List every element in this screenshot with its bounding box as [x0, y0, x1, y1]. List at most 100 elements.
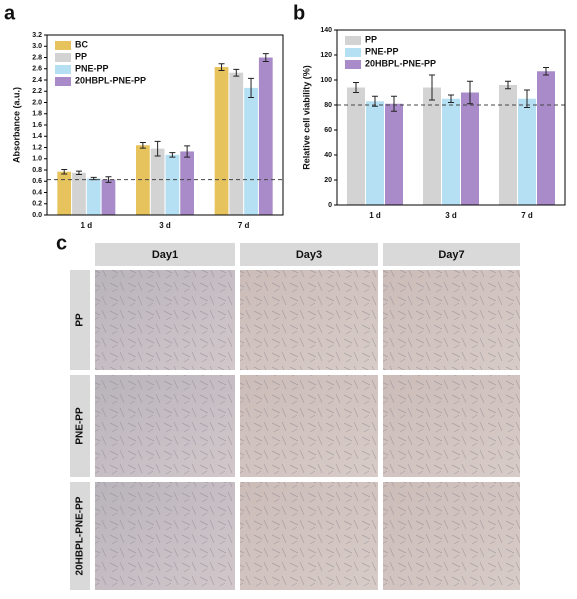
x-tick-label: 7 d	[238, 221, 250, 230]
panel-label: b	[293, 2, 305, 24]
column-header	[383, 243, 520, 266]
legend-swatch	[345, 48, 361, 57]
bar	[499, 85, 517, 205]
y-tick-label: 0.8	[32, 167, 42, 174]
row-header	[70, 375, 90, 477]
y-tick-label: 1.6	[32, 122, 42, 129]
bar	[136, 145, 150, 215]
y-tick-label: 20	[324, 177, 332, 184]
column-header	[95, 243, 235, 266]
plot-frame	[46, 34, 284, 216]
legend-label: BC	[75, 39, 88, 49]
bar	[347, 87, 365, 205]
x-tick-label: 3 d	[159, 221, 171, 230]
legend-label: 20HBPL-PNE-PP	[365, 58, 436, 68]
y-tick-label: 2.8	[32, 54, 42, 61]
bar	[165, 154, 180, 215]
legend-label: PP	[365, 34, 377, 44]
error-bar	[218, 63, 225, 71]
row-label: 20HBPL-PNE-PP	[75, 496, 86, 575]
micrograph-cells	[383, 482, 520, 590]
panel-label: a	[4, 2, 16, 24]
y-tick-label: 120	[320, 52, 332, 59]
error-bar	[184, 145, 191, 158]
error-bar	[391, 95, 397, 112]
bar	[537, 71, 555, 205]
x-tick-label: 1 d	[369, 211, 381, 220]
legend-label: PNE-PP	[75, 63, 109, 73]
y-tick-label: 100	[320, 77, 332, 84]
error-bar	[61, 168, 68, 175]
y-tick-label: 0.0	[32, 212, 42, 219]
error-bar	[448, 94, 454, 103]
legend-label: PP	[75, 51, 87, 61]
error-bar	[262, 53, 269, 62]
y-tick-label: 1.4	[32, 133, 42, 140]
legend-swatch	[55, 41, 71, 50]
y-tick-label: 0.4	[32, 189, 42, 196]
bar	[72, 172, 86, 215]
bar	[180, 151, 194, 215]
row-label: PP	[75, 313, 86, 327]
bar	[150, 148, 165, 215]
y-tick-label: 2.0	[32, 99, 42, 106]
error-bar	[139, 141, 146, 149]
micrograph-cells	[240, 375, 378, 477]
bar	[258, 57, 273, 215]
column-label: Day3	[296, 249, 322, 261]
legend-label: 20HBPL-PNE-PP	[75, 75, 146, 85]
bar	[423, 87, 441, 205]
y-tick-label: 0.2	[32, 201, 42, 208]
y-tick-label: 1.0	[32, 156, 42, 163]
column-header	[240, 243, 378, 266]
plot-frame	[336, 29, 566, 206]
bar	[442, 98, 460, 205]
error-bar	[233, 68, 240, 77]
y-tick-label: 3.2	[32, 32, 42, 39]
legend-swatch	[55, 65, 71, 74]
y-axis-label: Relative cell viability (%)	[301, 65, 311, 170]
row-header	[70, 482, 90, 590]
micrograph-cells	[240, 482, 378, 590]
column-label: Day7	[438, 249, 464, 261]
micrograph-cells	[383, 270, 520, 370]
micrograph-cells	[95, 482, 235, 590]
bar	[244, 87, 258, 215]
bar	[229, 72, 244, 215]
y-tick-label: 1.8	[32, 111, 42, 118]
error-bar	[169, 152, 176, 158]
y-tick-label: 1.2	[32, 144, 42, 151]
column-label: Day1	[152, 249, 178, 261]
y-tick-label: 2.2	[32, 88, 42, 95]
y-tick-label: 3.0	[32, 43, 42, 50]
micrograph-cells	[383, 375, 520, 477]
micrograph-cells	[240, 270, 378, 370]
x-tick-label: 1 d	[81, 221, 93, 230]
bar	[101, 179, 116, 215]
bar	[385, 103, 403, 205]
error-bar	[105, 176, 112, 183]
y-axis-label: Absorbance (a.u.)	[11, 87, 21, 163]
panel-label: c	[56, 232, 67, 254]
y-tick-label: 0.6	[32, 178, 42, 185]
error-bar	[154, 140, 161, 157]
y-tick-label: 40	[324, 152, 332, 159]
legend-label: PNE-PP	[365, 46, 399, 56]
bar	[86, 178, 101, 215]
y-tick-label: 0	[328, 202, 332, 209]
y-tick-label: 2.4	[32, 77, 42, 84]
error-bar	[353, 82, 359, 93]
x-tick-label: 3 d	[445, 211, 457, 220]
y-tick-label: 80	[324, 102, 332, 109]
row-header	[70, 270, 90, 370]
error-bar	[543, 67, 549, 76]
error-bar	[248, 77, 255, 98]
error-bar	[505, 80, 511, 90]
legend-swatch	[345, 36, 361, 45]
legend-swatch	[55, 53, 71, 62]
legend-swatch	[55, 77, 71, 86]
y-tick-label: 60	[324, 127, 332, 134]
micrograph-cells	[95, 375, 235, 477]
micrograph-cells	[95, 270, 235, 370]
